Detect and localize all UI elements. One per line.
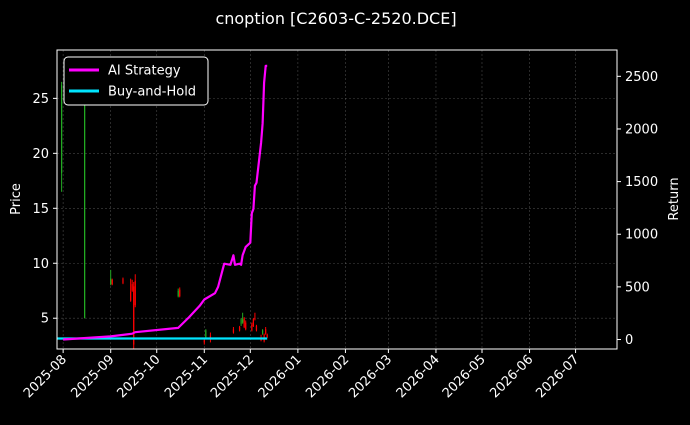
candle-body (252, 319, 254, 326)
candle-body (245, 322, 247, 330)
y-tick-label-right: 1500 (625, 175, 658, 190)
y-tick-label-right: 1000 (625, 228, 658, 243)
axis-layer: 2025-082025-092025-102025-112025-122026-… (21, 70, 658, 401)
y-tick-label-right: 0 (625, 333, 633, 348)
legend-box (63, 56, 209, 106)
y-axis-label-right: Return (667, 177, 682, 220)
candle-body (238, 327, 241, 331)
legend: AI Strategy Buy-and-Hold (63, 56, 209, 106)
candle-body (255, 325, 258, 331)
candle-body (232, 329, 235, 333)
x-tick-label: 2026-02 (303, 352, 352, 401)
candle-body (60, 85, 63, 174)
candle-body (240, 319, 242, 324)
y-tick-label-right: 2500 (625, 70, 658, 85)
candle-body (110, 278, 112, 285)
x-tick-label: 2025-09 (69, 352, 118, 401)
y-tick-label-left: 15 (32, 202, 49, 217)
candle-body (265, 329, 267, 334)
ai-strategy-line (63, 64, 268, 341)
x-tick-label: 2025-08 (21, 352, 70, 401)
candle-body (205, 330, 207, 337)
x-tick-label: 2026-01 (256, 352, 305, 401)
candle-body (122, 278, 124, 284)
candle-body (243, 318, 245, 328)
x-tick-label: 2025-10 (115, 352, 164, 401)
candle-body (111, 279, 113, 285)
candle-body (261, 330, 264, 334)
x-tick-label: 2026-03 (346, 352, 395, 401)
x-tick-label: 2025-12 (208, 352, 257, 401)
line-layer (57, 64, 268, 341)
x-tick-label: 2025-11 (162, 352, 211, 401)
candle-body (251, 324, 253, 331)
y-tick-label-left: 25 (32, 92, 49, 107)
legend-label-buy-and-hold: Buy-and-Hold (108, 85, 196, 100)
candle-body (266, 334, 268, 337)
candle-layer (60, 69, 268, 349)
candle-body (131, 284, 133, 291)
candle-body (134, 280, 136, 306)
candle-body (130, 291, 132, 301)
candle-body (203, 340, 205, 343)
chart-title: cnoption [C2603-C-2520.DCE] (215, 9, 456, 28)
x-tick-label: 2026-04 (394, 352, 443, 401)
candle-body (177, 290, 179, 297)
candle-body (209, 335, 212, 339)
x-tick-label: 2026-06 (487, 352, 536, 401)
plot-frame (56, 49, 618, 350)
candle-body (254, 318, 256, 320)
y-tick-label-right: 2000 (625, 122, 658, 137)
candle-body (179, 289, 181, 297)
candle-body (84, 71, 86, 319)
x-tick-label: 2026-07 (533, 352, 582, 401)
candle-body (133, 286, 135, 345)
y-axis-label-left: Price (9, 183, 24, 215)
legend-label-ai-strategy: AI Strategy (108, 64, 181, 79)
y-tick-label-right: 500 (625, 280, 650, 295)
x-tick-label: 2026-05 (440, 352, 489, 401)
candle-body (242, 319, 244, 323)
y-tick-label-left: 20 (32, 147, 49, 162)
y-tick-label-left: 5 (41, 312, 49, 327)
y-tick-label-left: 10 (32, 257, 49, 272)
